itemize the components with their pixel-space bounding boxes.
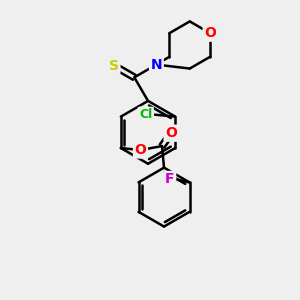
Text: N: N (151, 58, 162, 72)
Text: O: O (165, 126, 177, 140)
Text: O: O (134, 143, 146, 157)
Text: S: S (109, 58, 119, 73)
Text: O: O (204, 26, 216, 40)
Text: Cl: Cl (139, 108, 152, 121)
Text: F: F (165, 172, 175, 186)
